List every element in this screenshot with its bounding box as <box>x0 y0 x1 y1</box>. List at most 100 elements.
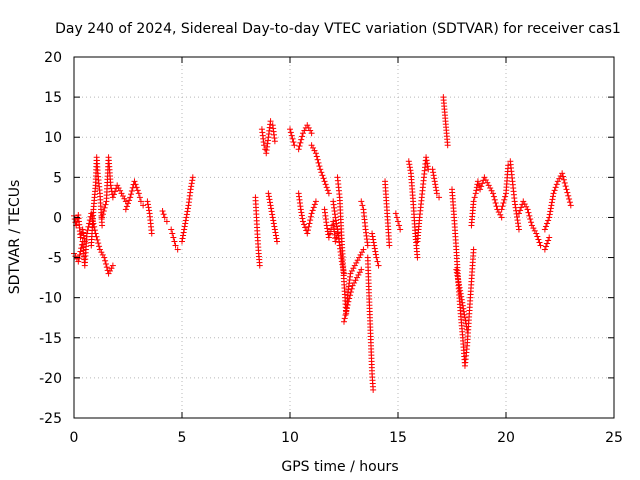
data-point <box>528 219 535 226</box>
data-point <box>478 183 485 190</box>
data-point <box>528 222 535 229</box>
data-point <box>546 214 553 221</box>
data-point <box>148 230 155 237</box>
data-point <box>561 179 568 186</box>
data-point <box>477 186 484 193</box>
data-point <box>341 318 347 325</box>
data-point <box>79 226 86 233</box>
data-point <box>406 164 413 171</box>
data-point <box>305 227 311 234</box>
data-point <box>311 201 318 208</box>
data-point <box>184 208 191 215</box>
data-point <box>370 236 377 243</box>
x-tick-label: 5 <box>178 430 187 446</box>
data-point <box>307 213 314 220</box>
data-point <box>304 230 311 237</box>
data-point <box>181 223 188 230</box>
data-point <box>134 187 141 194</box>
data-point <box>534 233 541 240</box>
data-point <box>314 156 321 163</box>
data-point <box>372 251 379 258</box>
data-point <box>266 196 273 203</box>
data-point <box>267 199 274 206</box>
data-point <box>479 180 486 187</box>
data-point <box>457 290 464 297</box>
data-point <box>343 305 350 312</box>
data-point <box>405 158 412 165</box>
data-point <box>161 214 168 221</box>
x-tick-label: 25 <box>605 430 623 446</box>
data-point <box>96 246 103 253</box>
data-point <box>140 202 147 209</box>
data-point <box>355 271 362 278</box>
data-point <box>371 242 378 249</box>
data-point <box>502 193 509 200</box>
data-point <box>271 138 278 145</box>
data-point <box>316 163 323 170</box>
y-tick-label: -15 <box>39 331 62 347</box>
data-point <box>123 203 130 210</box>
data-point <box>533 230 540 237</box>
data-point <box>323 184 330 191</box>
data-point <box>298 209 305 216</box>
data-points <box>71 94 574 393</box>
data-point <box>357 251 364 258</box>
data-point <box>146 207 153 214</box>
data-point <box>117 187 124 194</box>
data-point <box>549 193 556 200</box>
data-point <box>556 175 563 182</box>
data-point <box>535 236 542 243</box>
data-point <box>431 175 438 182</box>
data-point <box>118 190 125 197</box>
data-point <box>526 212 533 219</box>
data-point <box>347 292 354 299</box>
plot-frame <box>73 56 615 419</box>
data-point <box>128 187 135 194</box>
data-point <box>548 202 555 209</box>
data-point <box>289 135 296 142</box>
data-point <box>132 181 139 188</box>
data-point <box>301 221 308 228</box>
data-point <box>395 218 401 225</box>
data-point <box>328 226 335 233</box>
data-point <box>302 224 309 231</box>
data-point <box>159 208 166 215</box>
y-tick-label: -20 <box>39 371 62 387</box>
data-point <box>551 187 558 194</box>
data-point <box>429 166 436 173</box>
data-point <box>472 190 479 197</box>
data-point <box>319 172 326 179</box>
data-point <box>563 186 570 193</box>
data-point <box>353 274 360 281</box>
y-tick-label: -5 <box>48 251 62 267</box>
data-point <box>459 299 466 306</box>
data-point <box>184 205 191 212</box>
data-point <box>341 315 348 322</box>
y-axis-label: SDTVAR / TECUs <box>7 180 23 295</box>
data-point <box>103 264 110 271</box>
data-point <box>342 312 349 319</box>
data-point <box>137 198 144 205</box>
data-point <box>520 198 527 205</box>
data-point <box>75 258 82 265</box>
data-point <box>393 214 400 221</box>
data-point <box>524 206 531 213</box>
data-point <box>324 187 331 194</box>
data-point <box>174 246 181 253</box>
data-point <box>189 174 196 181</box>
data-point <box>112 188 119 195</box>
data-point <box>493 203 500 210</box>
x-tick-label: 0 <box>70 430 79 446</box>
data-point <box>521 201 528 208</box>
data-point <box>375 262 382 269</box>
data-point <box>542 223 549 230</box>
data-point <box>498 206 505 213</box>
data-point <box>297 206 304 213</box>
data-point <box>545 237 552 244</box>
data-point <box>566 199 573 206</box>
data-point <box>80 229 87 236</box>
data-point <box>436 194 443 201</box>
data-point <box>312 198 319 205</box>
data-point <box>525 209 532 216</box>
data-point <box>565 192 572 199</box>
